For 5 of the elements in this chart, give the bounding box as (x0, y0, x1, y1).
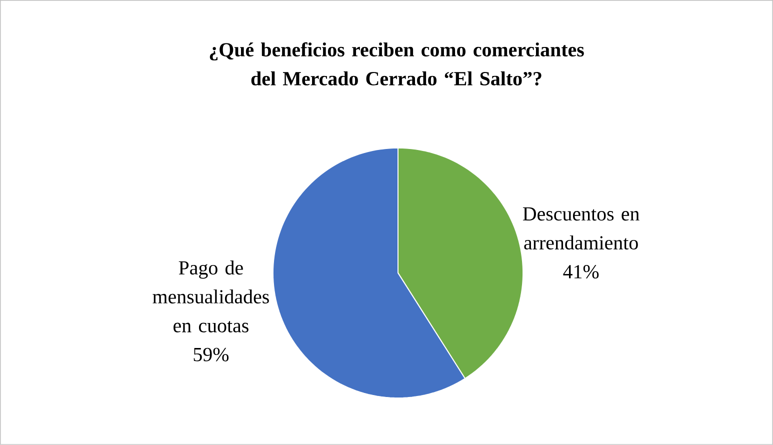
slice-label: Descuentos en arrendamiento (522, 207, 640, 250)
data-label: 59% (194, 348, 229, 362)
slice-label: Pago de mensualidades en cuotas (152, 260, 269, 332)
data-label: 41% (563, 265, 599, 279)
chart-title: ¿Qué beneficios reciben como comerciantes del Mercado Cerrado “El Salto”? (210, 42, 584, 86)
